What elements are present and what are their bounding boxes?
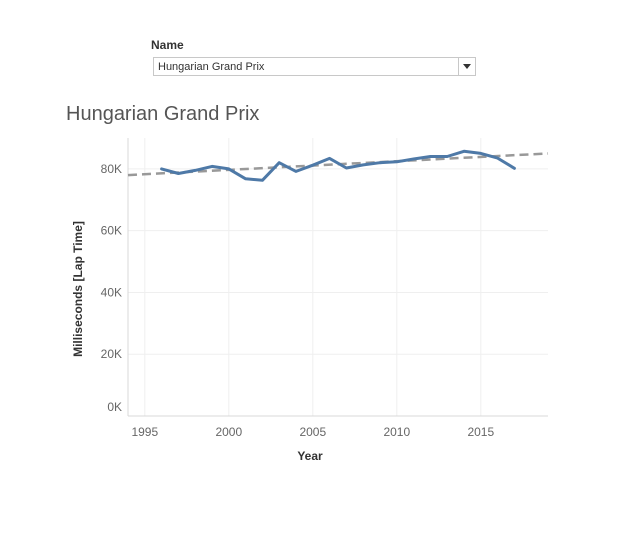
name-filter-dropdown[interactable]: Hungarian Grand Prix	[153, 57, 476, 76]
data-point[interactable]	[461, 148, 467, 154]
data-point[interactable]	[478, 150, 484, 156]
x-tick-label: 1995	[131, 425, 158, 439]
data-point[interactable]	[192, 167, 198, 173]
data-point[interactable]	[495, 155, 501, 161]
y-tick-label: 60K	[101, 224, 122, 238]
data-point[interactable]	[360, 162, 366, 168]
grid	[128, 138, 548, 417]
data-point[interactable]	[343, 165, 349, 171]
x-axis-label: Year	[297, 449, 323, 463]
data-point[interactable]	[511, 165, 517, 171]
x-tick-label: 2000	[215, 425, 242, 439]
data-point[interactable]	[310, 162, 316, 168]
x-tick-label: 2005	[299, 425, 326, 439]
data-point[interactable]	[293, 168, 299, 174]
y-tick-label: 40K	[101, 285, 122, 299]
data-point[interactable]	[427, 154, 433, 160]
x-tick-label: 2010	[383, 425, 410, 439]
x-tick-label: 2015	[467, 425, 494, 439]
data-point[interactable]	[377, 160, 383, 166]
axes	[127, 138, 548, 417]
chevron-down-icon[interactable]	[458, 58, 475, 75]
y-tick-label: 80K	[101, 162, 122, 176]
data-point[interactable]	[327, 155, 333, 161]
series-line	[160, 149, 516, 182]
chart-title: Hungarian Grand Prix	[66, 103, 260, 125]
data-point[interactable]	[209, 163, 215, 169]
filter-selected-value: Hungarian Grand Prix	[158, 61, 265, 73]
y-axis-label: Milliseconds [Lap Time]	[71, 221, 85, 357]
data-point[interactable]	[276, 160, 282, 166]
data-point[interactable]	[175, 171, 181, 177]
tick-labels: 0K 20K 40K 60K 80K 1995 2000 2005 2010 2015	[101, 162, 495, 439]
filter-label: Name	[151, 38, 184, 52]
data-point[interactable]	[444, 154, 450, 160]
data-point[interactable]	[159, 166, 165, 172]
data-point[interactable]	[259, 177, 265, 183]
data-point[interactable]	[394, 159, 400, 165]
data-point[interactable]	[243, 176, 249, 182]
data-point[interactable]	[411, 156, 417, 162]
data-point[interactable]	[226, 166, 232, 172]
series-group	[159, 148, 517, 183]
y-tick-label: 0K	[107, 400, 122, 414]
y-tick-label: 20K	[101, 347, 122, 361]
